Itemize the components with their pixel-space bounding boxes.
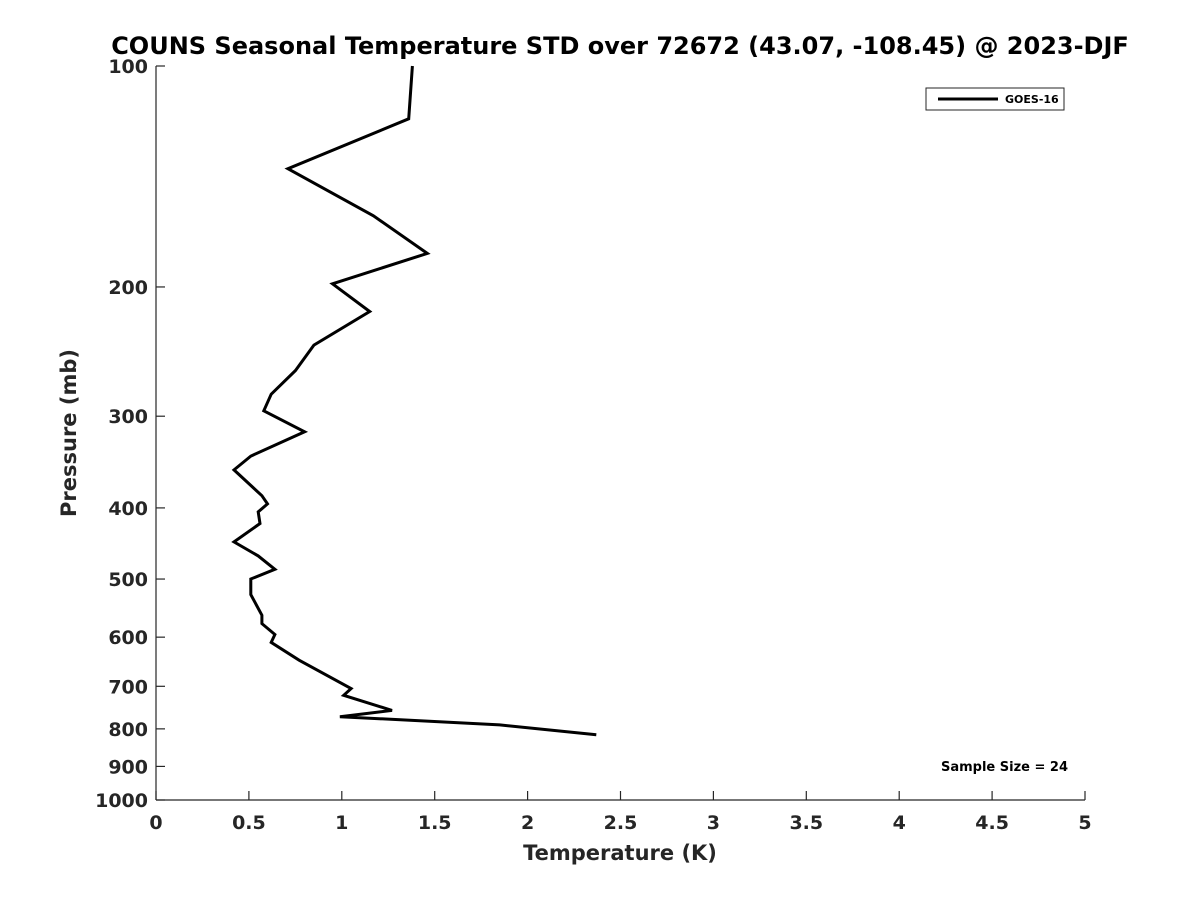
chart-title: COUNS Seasonal Temperature STD over 7267… [111, 32, 1129, 60]
sample-size-note: Sample Size = 24 [941, 760, 1068, 775]
y-tick-label: 800 [108, 719, 148, 741]
x-tick-label: 0 [149, 812, 162, 834]
x-tick-label: 5 [1078, 812, 1091, 834]
x-tick-label: 3.5 [789, 812, 823, 834]
y-axis-label: Pressure (mb) [57, 349, 81, 517]
y-tick-label: 200 [108, 277, 148, 299]
x-tick-label: 3 [707, 812, 720, 834]
legend: GOES-16 [925, 87, 1065, 111]
legend-label: GOES-16 [1005, 93, 1059, 106]
y-tick-label: 100 [108, 56, 148, 78]
x-tick-label: 1 [335, 812, 348, 834]
y-tick-label: 700 [108, 676, 148, 698]
y-tick-label: 900 [108, 756, 148, 778]
y-tick-label: 1000 [95, 790, 148, 812]
series-line-goes-16 [231, 65, 597, 737]
x-axis-label: Temperature (K) [523, 841, 717, 865]
x-tick-label: 0.5 [232, 812, 266, 834]
x-tick-label: 4 [893, 812, 906, 834]
x-tick-label: 2.5 [604, 812, 638, 834]
y-tick-label: 400 [108, 498, 148, 520]
y-tick-label: 600 [108, 627, 148, 649]
x-tick-label: 1.5 [418, 812, 452, 834]
y-tick-label: 500 [108, 569, 148, 591]
y-ticks: 100 200 300 400 500 600 700 800 900 1000 [95, 56, 165, 812]
y-tick-label: 300 [108, 406, 148, 428]
plot-area [155, 66, 1085, 801]
x-tick-label: 4.5 [975, 812, 1009, 834]
x-tick-label: 2 [521, 812, 534, 834]
x-ticks: 0 0.5 1 1.5 2 2.5 3 3.5 4 4.5 5 [149, 791, 1092, 834]
